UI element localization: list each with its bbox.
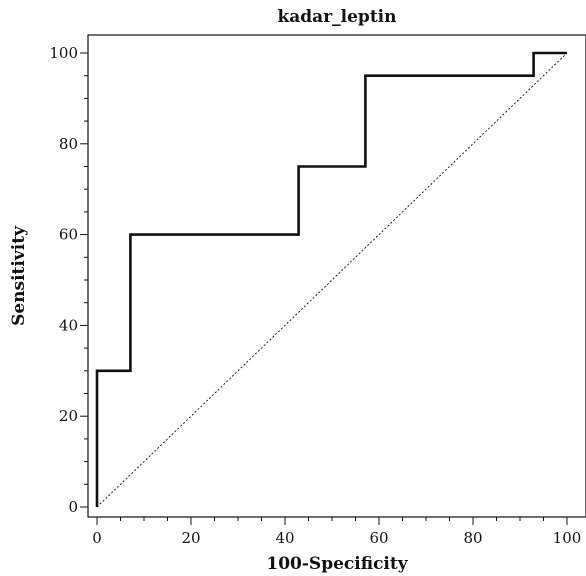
- roc-curve: [95, 51, 567, 507]
- x-tick-label: 20: [181, 529, 200, 547]
- y-tick-label: 40: [59, 316, 78, 334]
- x-tick-label: 80: [463, 529, 482, 547]
- chart-title: kadar_leptin: [278, 7, 397, 27]
- y-tick-label: 60: [59, 226, 78, 244]
- x-tick-label: 0: [92, 529, 102, 547]
- axis-ticks: [80, 52, 568, 525]
- y-tick-label: 20: [59, 407, 78, 425]
- y-tick-label: 100: [49, 44, 78, 62]
- axis-tick-labels: 00 20 20 40 40 60 60 80 80 100 100: [49, 44, 581, 547]
- y-tick-label: 80: [59, 135, 78, 153]
- x-tick-label: 100: [553, 529, 582, 547]
- plot-frame: [87, 34, 586, 518]
- reference-diagonal-line: [96, 52, 568, 508]
- x-tick-label: 60: [369, 529, 388, 547]
- y-axis-label: Sensitivity: [9, 225, 29, 326]
- y-tick-label: 0: [68, 498, 78, 516]
- x-axis-label: 100-Specificity: [266, 554, 408, 574]
- x-tick-label: 40: [275, 529, 294, 547]
